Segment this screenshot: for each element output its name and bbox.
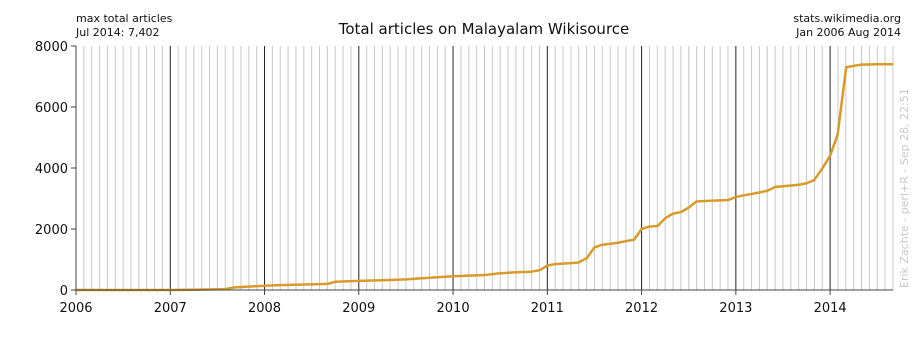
x-tick-label: 2011	[531, 301, 564, 316]
y-tick-label: 0	[60, 284, 68, 299]
y-tick-label: 4000	[35, 162, 68, 177]
x-tick-label: 2014	[814, 301, 847, 316]
y-tick-label: 6000	[35, 101, 68, 116]
x-tick-label: 2010	[437, 301, 470, 316]
header-left-line1: max total articles	[76, 12, 173, 25]
x-tick-label: 2009	[342, 301, 375, 316]
header-right-line2: Jan 2006 Aug 2014	[795, 26, 901, 39]
chart-title: Total articles on Malayalam Wikisource	[338, 20, 630, 38]
x-tick-label: 2007	[154, 301, 187, 316]
x-tick-label: 2006	[59, 301, 92, 316]
x-tick-label: 2013	[719, 301, 752, 316]
header-right-line1: stats.wikimedia.org	[793, 12, 901, 25]
y-tick-label: 2000	[35, 223, 68, 238]
x-tick-label: 2012	[625, 301, 658, 316]
header-left-line2: Jul 2014: 7,402	[75, 26, 159, 39]
y-tick-label: 8000	[35, 40, 68, 55]
x-tick-label: 2008	[248, 301, 281, 316]
y-axis-ticks: 0 2000 4000 6000 8000	[35, 40, 76, 299]
credit-text: Erik Zachte - perl+R - Sep 28, 22:51	[898, 88, 911, 288]
x-axis-ticks: 2006 2007 2008 2009 2010 2011 2012 2013 2014	[59, 290, 846, 316]
